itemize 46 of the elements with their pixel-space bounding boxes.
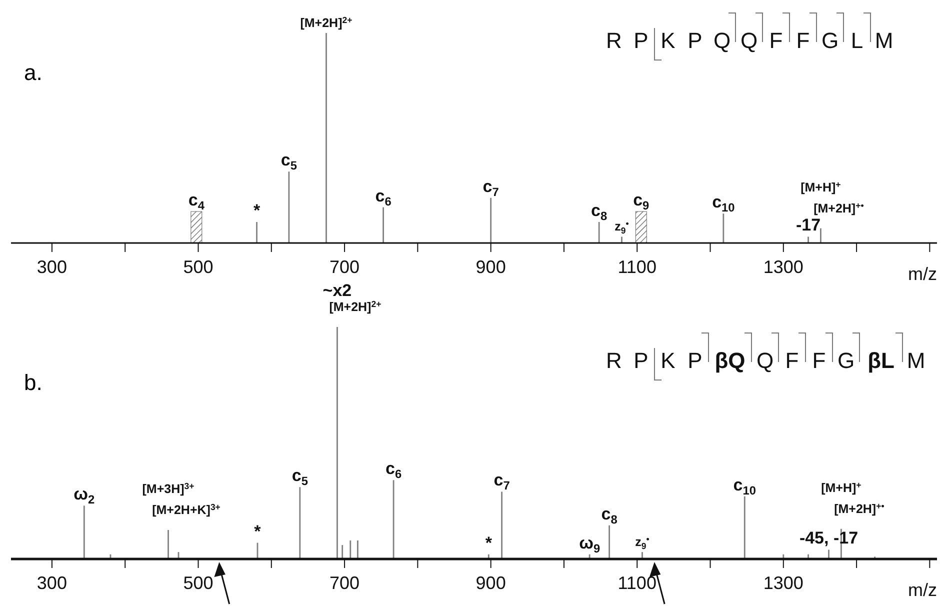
annotation: [M+H]$^{+}$ [821, 480, 862, 495]
annotation: * [254, 522, 262, 541]
band-label: c$_{9}$ [633, 190, 650, 212]
x-tick-label: 1100 [618, 257, 656, 277]
x-tick-label: 500 [183, 257, 214, 277]
text: R P K P Q Q F F G L M [606, 28, 894, 53]
x-tick-label: 300 [36, 573, 67, 593]
annotation: c$_{5}$ [280, 150, 298, 172]
text: b. [24, 370, 42, 395]
annotation: [M+2H]$^{2+}$ [300, 14, 352, 30]
annotation: c$_{10}$ [733, 475, 756, 497]
x-axis-title: m/z [908, 264, 937, 284]
annotation: c$_{10}$ [712, 192, 736, 214]
annotation: [M+H]$^{+}$ [800, 179, 841, 194]
annotation: -45, -17 [799, 528, 858, 548]
annotation: c$_{6}$ [385, 459, 402, 481]
annotation: ~x2 [322, 281, 352, 300]
annotation: ω$_{2}$ [74, 484, 96, 506]
annotation: c$_{8}$ [591, 201, 608, 223]
x-tick-label: 900 [476, 257, 506, 277]
annotation: c$_{6}$ [375, 186, 392, 208]
annotation: [M+2H]$^{2+}$ [329, 298, 382, 314]
text: a. [24, 60, 42, 85]
x-tick-label: 700 [330, 573, 360, 593]
band-label: c$_{4}$ [188, 190, 205, 212]
annotation: -17 [796, 216, 821, 235]
annotation: [M+2H]$^{+•}$ [814, 200, 864, 216]
annotation: c$_{7}$ [494, 470, 510, 492]
x-tick-label: 500 [183, 573, 214, 593]
annotation: * [485, 533, 492, 552]
annotation: c$_{5}$ [292, 466, 308, 488]
annotation: c$_{7}$ [482, 176, 500, 198]
annotation: * [253, 201, 260, 220]
annotation: [M+3H]$^{3+}$ [142, 480, 194, 496]
x-tick-label: 700 [330, 257, 360, 277]
x-tick-label: 1300 [763, 257, 804, 277]
annotation: [M+2H+K]$^{3+}$ [152, 502, 220, 517]
x-tick-label: 300 [36, 257, 67, 277]
annotation: ω$_{9}$ [579, 533, 600, 555]
x-axis-title: m/z [908, 580, 937, 600]
x-tick-label: 1300 [763, 573, 804, 593]
x-tick-label: 900 [476, 573, 506, 593]
annotation: [M+2H]$^{+•}$ [834, 500, 884, 516]
text: R P K P βQ Q F F G βL M [606, 348, 926, 373]
annotation: c$_{8}$ [601, 504, 618, 526]
x-tick-label: 1100 [618, 573, 656, 593]
